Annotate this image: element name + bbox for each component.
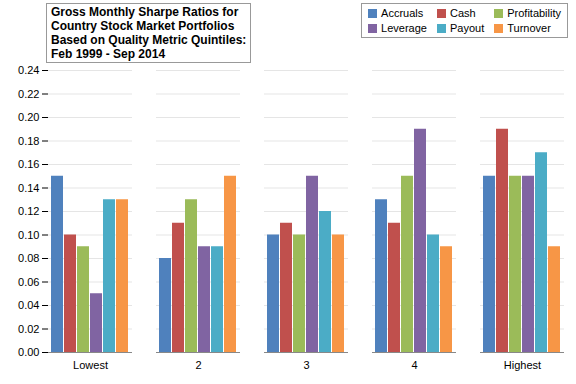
html-text:Turnover: Turnover — [507, 22, 551, 34]
svg-text:Lowest: Lowest — [73, 359, 108, 371]
html-text:Cash: Cash — [450, 7, 476, 19]
html-text:Accruals: Accruals — [381, 7, 424, 19]
html-text:Profitability: Profitability — [507, 7, 561, 19]
svg-text:0.18: 0.18 — [18, 135, 39, 147]
svg-text:2: 2 — [195, 359, 201, 371]
svg-text:4: 4 — [411, 359, 417, 371]
svg-text:0.16: 0.16 — [18, 158, 39, 170]
svg-text:0.10: 0.10 — [18, 229, 39, 241]
svg-text:0.20: 0.20 — [18, 111, 39, 123]
html-text:Gross Monthly Sharpe Ratios fo: Gross Monthly Sharpe Ratios for Country … — [51, 5, 247, 61]
svg-text:Highest: Highest — [504, 359, 541, 371]
svg-text:3: 3 — [303, 359, 309, 371]
svg-text:0.08: 0.08 — [18, 252, 39, 264]
svg-text:0.12: 0.12 — [18, 205, 39, 217]
svg-text:0.02: 0.02 — [18, 323, 39, 335]
svg-text:0.24: 0.24 — [18, 64, 39, 76]
svg-text:0.14: 0.14 — [18, 182, 39, 194]
html-text:Leverage: Leverage — [381, 22, 427, 34]
svg-text:0.04: 0.04 — [18, 299, 39, 311]
svg-text:0.00: 0.00 — [18, 346, 39, 358]
svg-text:0.22: 0.22 — [18, 88, 39, 100]
html-text:Payout: Payout — [450, 22, 485, 34]
svg-text:0.06: 0.06 — [18, 276, 39, 288]
